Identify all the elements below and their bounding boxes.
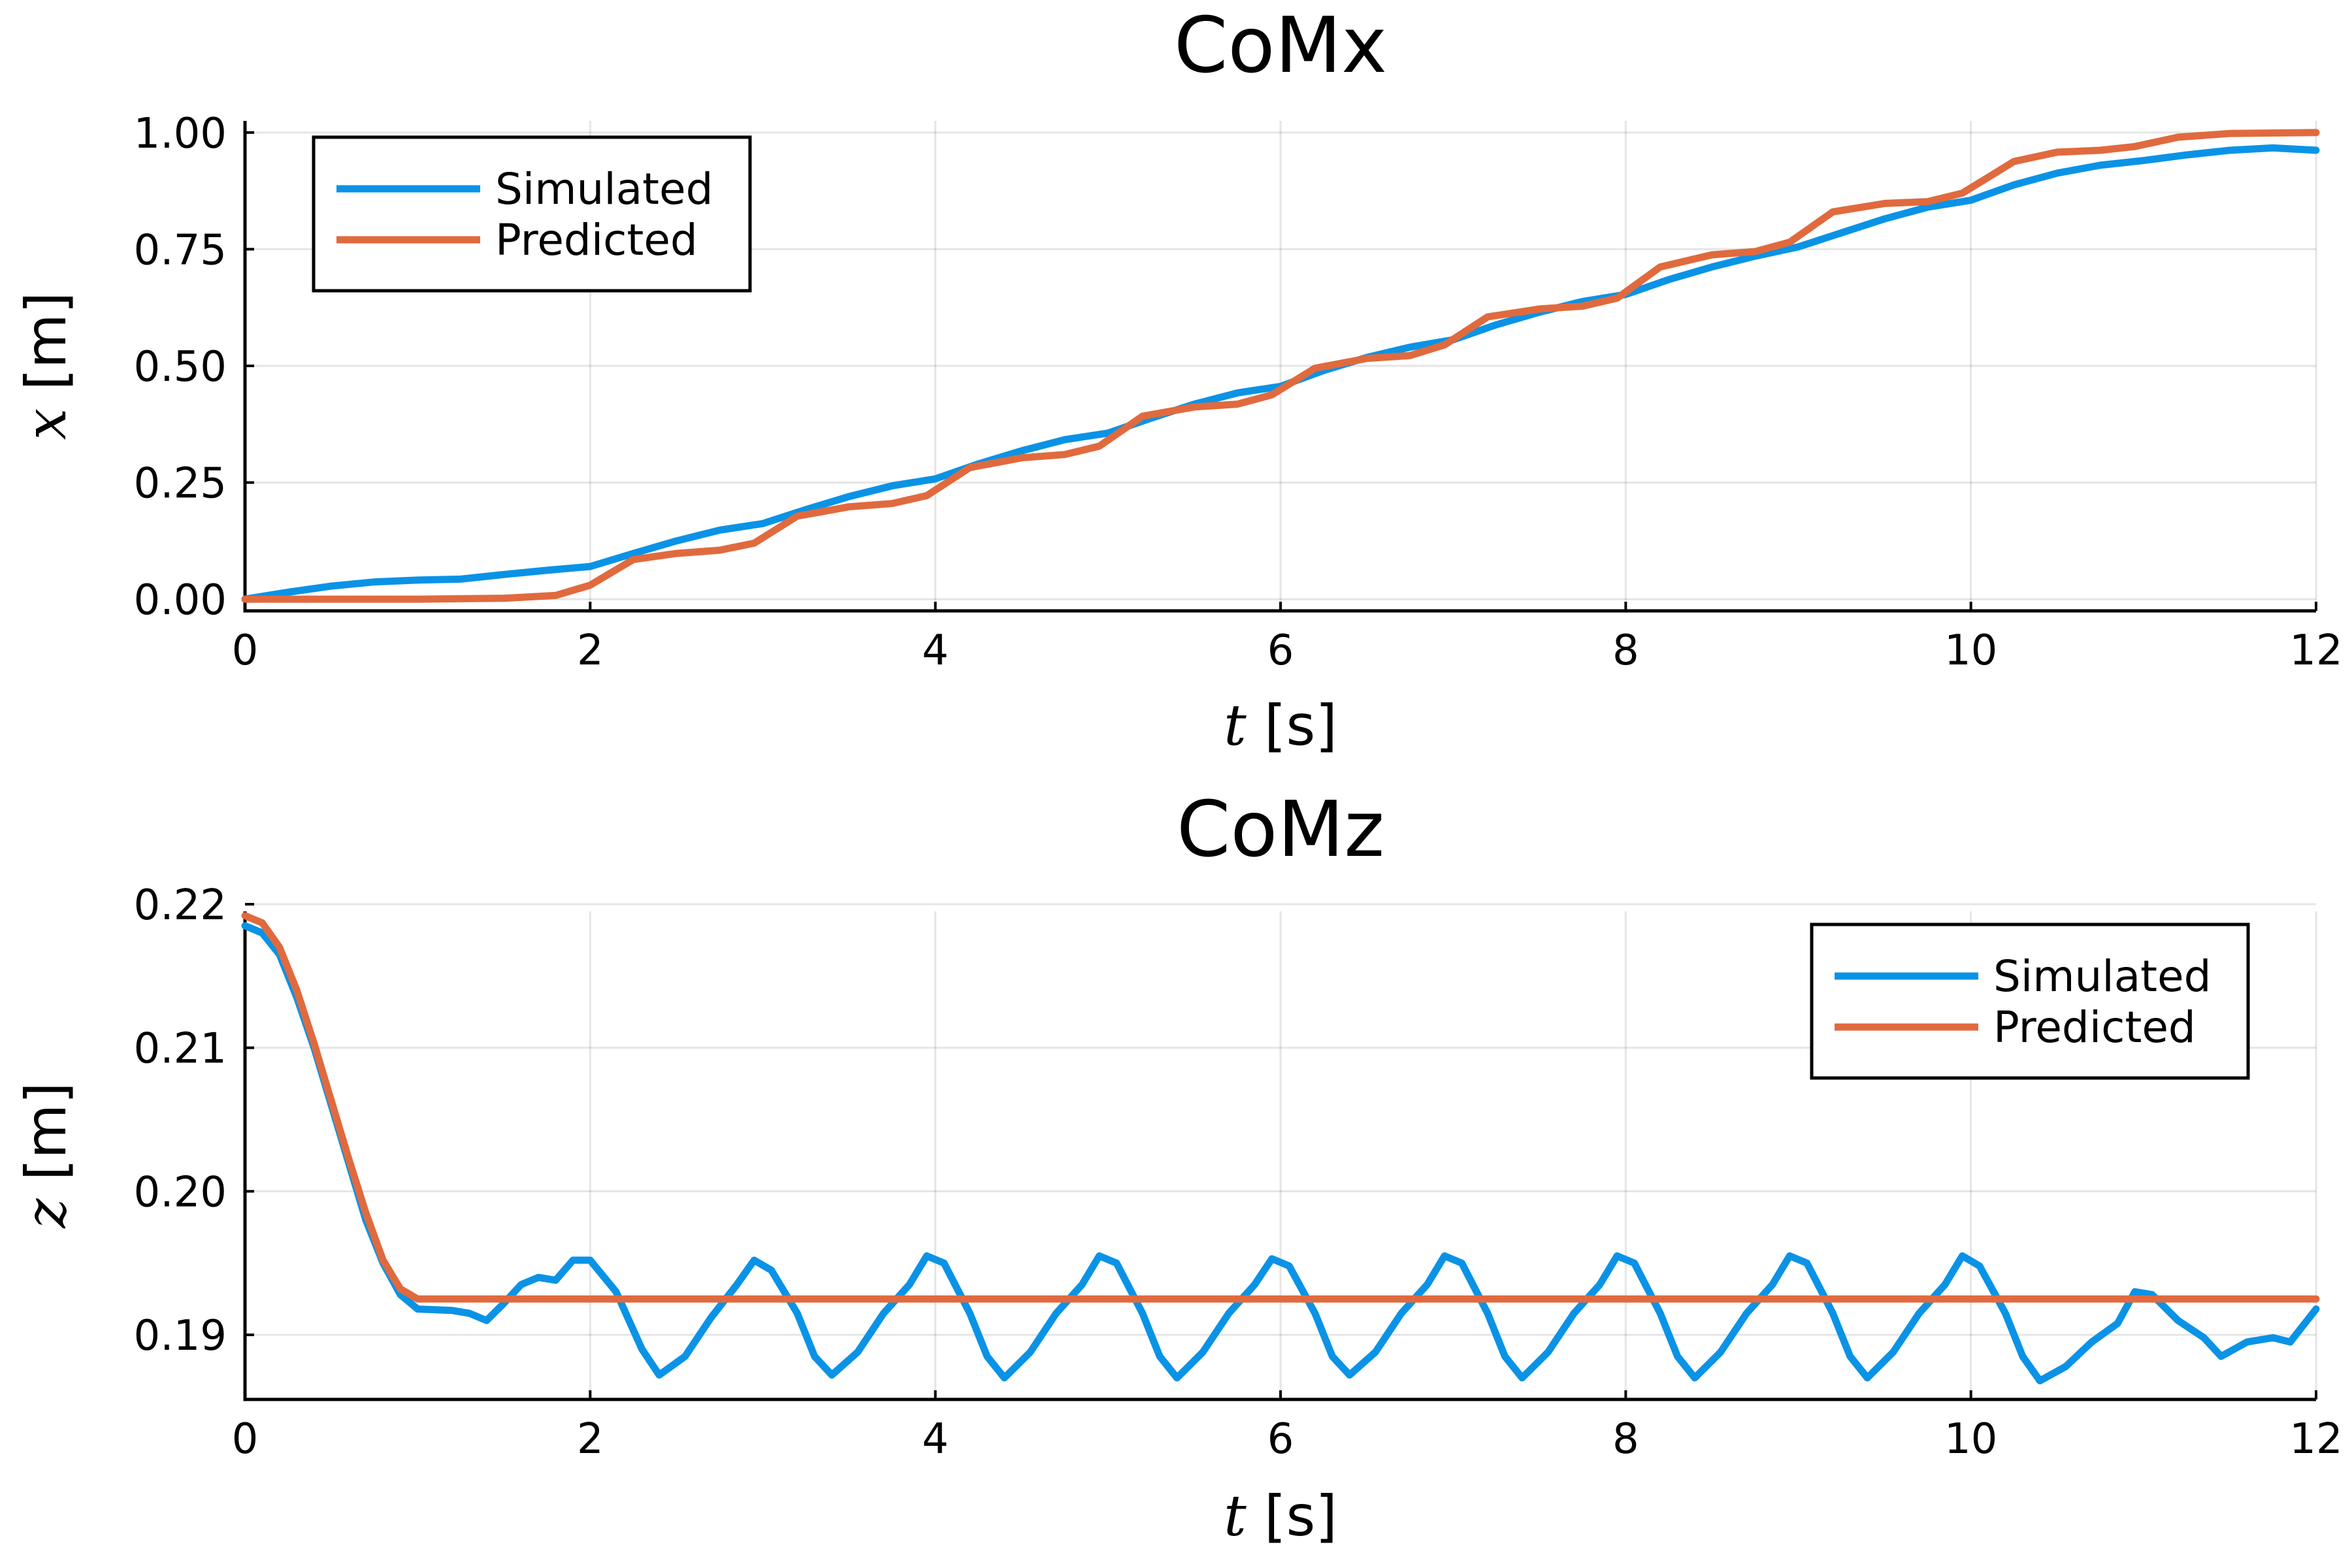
y-tick-label: 0.21 — [134, 1025, 227, 1073]
x-tick-label: 6 — [1267, 627, 1294, 675]
legend-label-simulated: Simulated — [495, 164, 713, 214]
series-line-predicted — [241, 129, 2320, 603]
x-tick-label: 12 — [2289, 627, 2342, 675]
y-tick-label: 1.00 — [134, 110, 227, 158]
series-line-simulated — [241, 922, 2320, 1384]
x-tick-label: 4 — [922, 627, 949, 675]
chart-comx: CoMx 0 2 4 6 8 10 12 0.00 0.25 0.50 0.75 1.00 t [s]… — [14, 0, 2343, 759]
legend-box — [312, 135, 752, 293]
x-tick-label: 2 — [577, 1415, 604, 1463]
y-tick-label: 0.25 — [134, 460, 227, 508]
x-tick-label: 2 — [577, 627, 604, 675]
x-tick-label: 8 — [1612, 1415, 1639, 1463]
chart-title: CoMz — [1177, 784, 1384, 874]
chart-comz: CoMz 0 2 4 6 8 10 12 0.19 0.20 0.21 0.22 t [s] z [… — [14, 784, 2343, 1549]
legend-box — [1810, 923, 2250, 1080]
legend: Simulated Predicted — [312, 135, 752, 293]
x-tick-label: 0 — [232, 627, 259, 675]
x-axis-label: t [s] — [1224, 1484, 1337, 1549]
chart-title: CoMx — [1174, 0, 1387, 90]
x-tick-label: 10 — [1944, 1415, 1997, 1463]
x-axis-label: t [s] — [1224, 693, 1337, 759]
x-tick-label: 10 — [1944, 627, 1997, 675]
y-tick-label: 0.00 — [134, 576, 227, 625]
series-line-predicted — [241, 912, 2320, 1303]
x-tick-label: 12 — [2289, 1415, 2342, 1463]
y-tick-label: 0.50 — [134, 343, 227, 391]
y-axis-label: z [m] — [14, 1082, 79, 1229]
y-tick-label: 0.75 — [134, 226, 227, 274]
y-axis-label: x [m] — [14, 292, 79, 440]
y-tick-label: 0.19 — [134, 1312, 227, 1360]
legend-label-simulated: Simulated — [1993, 951, 2212, 1002]
y-tick-label: 0.20 — [134, 1168, 227, 1217]
x-tick-label: 0 — [232, 1415, 259, 1463]
legend: Simulated Predicted — [1810, 923, 2250, 1080]
y-tick-label: 0.22 — [134, 881, 227, 930]
legend-label-predicted: Predicted — [495, 215, 698, 265]
x-tick-label: 8 — [1612, 627, 1639, 675]
legend-label-predicted: Predicted — [1993, 1002, 2196, 1053]
x-tick-label: 4 — [922, 1415, 949, 1463]
x-tick-label: 6 — [1267, 1415, 1294, 1463]
